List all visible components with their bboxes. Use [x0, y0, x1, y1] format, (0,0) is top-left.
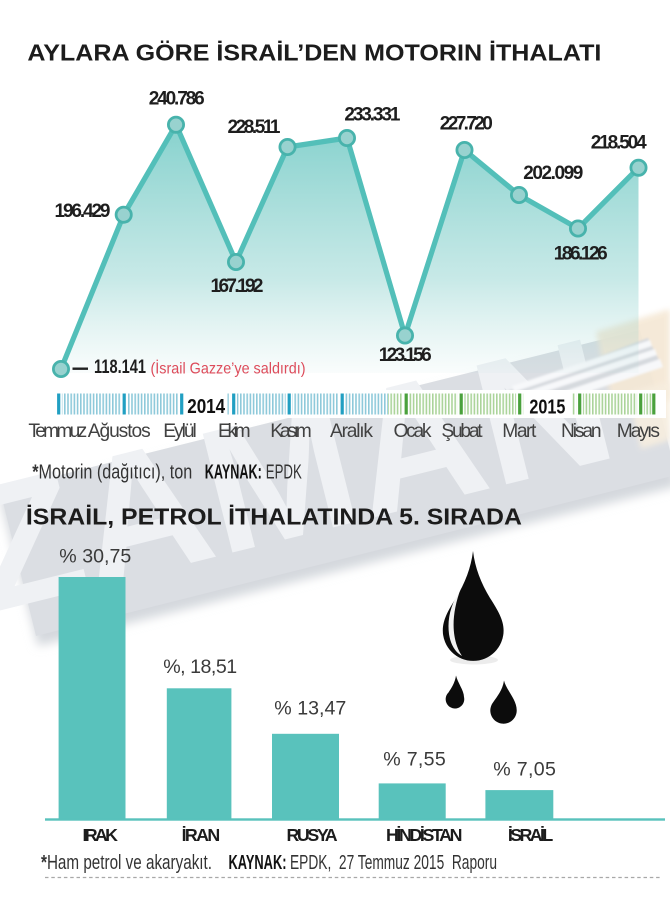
svg-text:196.429: 196.429 [55, 201, 111, 222]
svg-text:Mayıs: Mayıs [617, 421, 660, 442]
svg-text:IRAK: IRAK [82, 825, 118, 845]
svg-text:% 7,55: % 7,55 [383, 749, 446, 771]
svg-text:EPDK: EPDK [266, 462, 302, 484]
svg-text:118.141: 118.141 [94, 357, 146, 378]
svg-text:% 13,47: % 13,47 [274, 698, 346, 720]
svg-text:Nisan: Nisan [561, 421, 602, 442]
svg-text:İRAN: İRAN [182, 825, 221, 845]
svg-text:İSRAİL: İSRAİL [508, 825, 554, 845]
svg-text:% 30,75: % 30,75 [59, 545, 131, 567]
svg-text:167.192: 167.192 [211, 276, 264, 297]
svg-text:Eylül: Eylül [163, 421, 197, 442]
svg-text:%, 18,51: %, 18,51 [163, 656, 237, 678]
svg-text:240.786: 240.786 [149, 89, 205, 110]
svg-text:EPDK, 27 Temmuz 2015 Raporu: EPDK, 27 Temmuz 2015 Raporu [290, 852, 497, 874]
svg-text:İSRAİL, PETROL İTHALATINDA 5.: İSRAİL, PETROL İTHALATINDA 5. SIRADA [26, 504, 522, 530]
svg-text:Şubat: Şubat [441, 421, 483, 442]
svg-text:227.720: 227.720 [440, 114, 493, 135]
svg-text:2014: 2014 [187, 396, 226, 418]
svg-text:AYLARA GÖRE İSRAİL’DEN MOTORIN: AYLARA GÖRE İSRAİL’DEN MOTORIN İTHALATI [27, 40, 601, 66]
svg-text:Ekim: Ekim [218, 421, 251, 442]
svg-text:Kasım: Kasım [270, 421, 312, 442]
svg-text:228.511: 228.511 [228, 117, 281, 138]
svg-text:HİNDİSTAN: HİNDİSTAN [386, 825, 463, 845]
svg-text:233.331: 233.331 [344, 105, 400, 126]
svg-text:KAYNAK:: KAYNAK: [205, 462, 262, 484]
svg-text:Temmuz: Temmuz [28, 421, 87, 442]
svg-text:202.099: 202.099 [523, 163, 583, 184]
svg-text:*Motorin (dağıtıcı), ton: *Motorin (dağıtıcı), ton [32, 462, 192, 484]
svg-text:186.126: 186.126 [554, 244, 608, 265]
svg-text:Ocak: Ocak [394, 421, 432, 442]
svg-text:218.504: 218.504 [591, 133, 647, 154]
svg-text:Aralık: Aralık [330, 421, 373, 442]
svg-text:Ağustos: Ağustos [88, 421, 151, 442]
svg-text:(İsrail Gazze’ye saldırdı): (İsrail Gazze’ye saldırdı) [151, 359, 306, 378]
svg-text:KAYNAK:: KAYNAK: [229, 852, 287, 874]
svg-text:% 7,05: % 7,05 [493, 759, 556, 781]
svg-text:Mart: Mart [502, 421, 537, 442]
svg-text:2015: 2015 [529, 396, 565, 418]
svg-text:*Ham petrol ve akaryakıt.: *Ham petrol ve akaryakıt. [41, 852, 212, 874]
svg-text:RUSYA: RUSYA [286, 825, 337, 845]
svg-text:123.156: 123.156 [379, 345, 432, 366]
